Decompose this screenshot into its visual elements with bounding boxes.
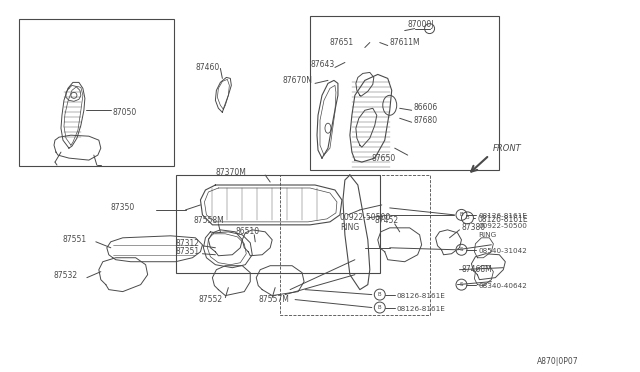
Text: 87370M: 87370M: [216, 167, 246, 177]
Text: 87557M: 87557M: [258, 295, 289, 304]
Text: 86606: 86606: [413, 103, 438, 112]
Text: 08126-8161E: 08126-8161E: [477, 215, 528, 224]
Text: 00922-50500: 00922-50500: [340, 214, 391, 222]
Text: 87680: 87680: [413, 116, 438, 125]
Text: 87532: 87532: [53, 271, 77, 280]
Text: 87643: 87643: [310, 60, 334, 69]
Text: 87650: 87650: [372, 154, 396, 163]
Text: 87452: 87452: [375, 217, 399, 225]
Text: 87460: 87460: [195, 63, 220, 72]
Bar: [19, 19, 173, 166]
Text: A870|0P07: A870|0P07: [538, 357, 579, 366]
Bar: [175, 175, 380, 273]
Text: 87670N: 87670N: [282, 76, 312, 85]
Text: 08126-8161E: 08126-8161E: [397, 293, 445, 299]
Text: B: B: [466, 215, 469, 220]
Text: 08540-31042: 08540-31042: [479, 248, 527, 254]
Bar: [310, 16, 499, 170]
Text: 87380: 87380: [461, 223, 486, 232]
Text: 86510: 86510: [236, 227, 259, 236]
Text: 87350: 87350: [111, 203, 135, 212]
Text: 87552: 87552: [198, 295, 223, 304]
Text: 87000J: 87000J: [408, 20, 434, 29]
Text: 08340-40642: 08340-40642: [479, 283, 527, 289]
Text: 00922-50500: 00922-50500: [479, 223, 527, 229]
Text: 87468M: 87468M: [461, 265, 492, 274]
Text: 87351: 87351: [175, 247, 200, 256]
Text: B: B: [378, 292, 381, 297]
Text: FRONT: FRONT: [492, 144, 521, 153]
Text: 87312: 87312: [175, 239, 200, 248]
Text: B: B: [378, 305, 381, 310]
Text: B: B: [460, 212, 463, 217]
Text: 08126-8161E: 08126-8161E: [397, 305, 445, 311]
Text: 08126-8161E: 08126-8161E: [479, 213, 527, 219]
Text: 87551: 87551: [63, 235, 87, 244]
Text: 87611M: 87611M: [390, 38, 420, 47]
Text: RING: RING: [479, 232, 497, 238]
Text: 87651: 87651: [330, 38, 354, 47]
Text: 87050: 87050: [113, 108, 137, 117]
Text: S: S: [460, 247, 463, 252]
Text: 87558M: 87558M: [193, 217, 224, 225]
Text: S: S: [460, 282, 463, 287]
Text: RING: RING: [340, 223, 359, 232]
